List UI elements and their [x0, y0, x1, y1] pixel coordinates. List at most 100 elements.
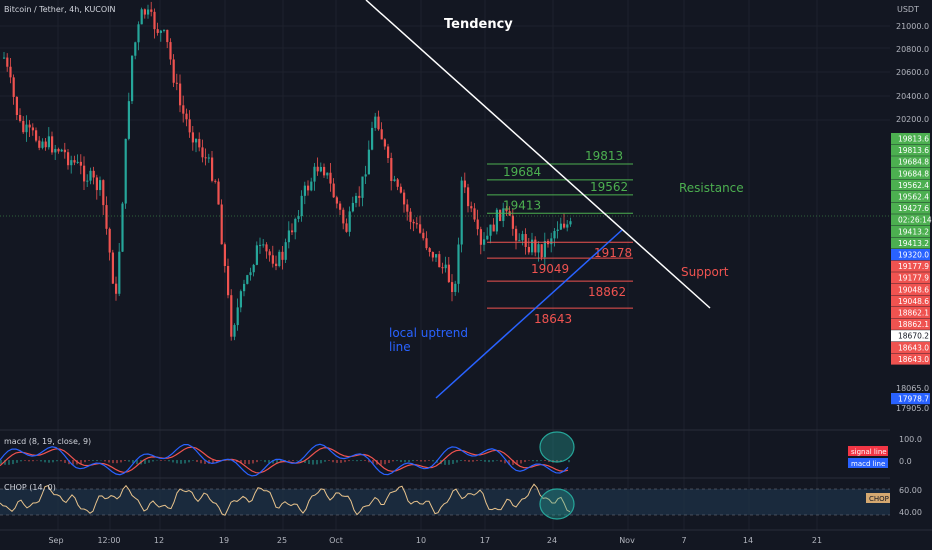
- candle-body: [211, 157, 214, 181]
- candle-body: [89, 170, 92, 181]
- candle-body: [393, 179, 396, 181]
- candle-body: [492, 224, 495, 232]
- macd-histogram-bar: [500, 460, 502, 462]
- candle-body: [454, 283, 457, 292]
- candle-body: [83, 165, 86, 182]
- candle-body: [431, 252, 434, 258]
- candle-body: [233, 325, 236, 337]
- candle-body: [371, 127, 374, 150]
- macd-histogram-bar: [36, 460, 38, 461]
- candle-body: [543, 240, 546, 258]
- macd-histogram-bar: [60, 460, 62, 462]
- candle-body: [227, 266, 230, 296]
- support-level-label: 18862: [588, 285, 626, 299]
- price-label-badge: [891, 330, 930, 342]
- price-label-badge: [891, 167, 930, 179]
- candle-body: [444, 264, 447, 269]
- macd-histogram-bar: [512, 460, 514, 465]
- candle-body: [406, 204, 409, 212]
- macd-histogram-bar: [120, 460, 122, 463]
- resistance-level-label: 19684: [503, 165, 541, 179]
- candle-body: [41, 141, 44, 148]
- macd-histogram-bar: [488, 460, 490, 463]
- candle-body: [323, 166, 326, 176]
- candle-body: [38, 140, 41, 148]
- candle-body: [22, 120, 25, 133]
- candle-body: [127, 101, 130, 139]
- price-axis[interactable]: 21000.0 20800.0 20600.0 20400.0 20200.0 18065…: [896, 22, 929, 413]
- candle-body: [204, 157, 207, 159]
- time-axis[interactable]: Sep 12:00 12 19 25 Oct 10 17 24 Nov 7 14 21: [48, 536, 822, 545]
- local-uptrend-line[interactable]: [435, 229, 623, 399]
- candle-body: [47, 136, 50, 148]
- time-axis-tick: 25: [277, 536, 287, 545]
- candle-body: [412, 221, 415, 224]
- macd-histogram-bar: [0, 460, 2, 464]
- candle-body: [150, 9, 153, 12]
- price-label-text: 19684.8: [898, 158, 929, 167]
- price-label-text: 19562.4: [898, 193, 929, 202]
- macd-histogram-bar: [272, 460, 274, 464]
- price-label-badge: [891, 341, 930, 353]
- candle-body: [239, 291, 242, 308]
- price-label-text: 19562.4: [898, 181, 929, 190]
- candle-body: [409, 211, 412, 222]
- candle-body: [499, 209, 502, 221]
- price-axis-tick: 18065.0: [896, 384, 929, 393]
- candle-body: [182, 105, 185, 114]
- macd-pane[interactable]: [0, 443, 570, 477]
- price-label-badge: [891, 237, 930, 249]
- candle-body: [473, 208, 476, 220]
- candle-body: [195, 138, 198, 143]
- candle-body: [486, 235, 489, 240]
- macd-histogram-bar: [16, 460, 18, 463]
- price-label-text: 02:26:14: [898, 216, 932, 225]
- candle-body: [262, 244, 265, 246]
- macd-histogram-bar: [44, 460, 46, 463]
- price-label-text: 18862.1: [898, 309, 929, 318]
- candle-body: [236, 307, 239, 326]
- candle-body: [12, 77, 15, 97]
- candle-body: [556, 229, 559, 232]
- macd-histogram-bar: [308, 460, 310, 465]
- candle-body: [252, 264, 255, 273]
- candle-body: [111, 252, 114, 284]
- candle-body: [345, 223, 348, 232]
- candle-body: [339, 203, 342, 210]
- resistance-level-label: 19413: [503, 198, 541, 212]
- macd-histogram-bar: [168, 460, 170, 462]
- time-axis-tick: 21: [812, 536, 822, 545]
- candle-body: [255, 245, 258, 265]
- macd-histogram-bar: [568, 460, 570, 463]
- candle-body: [60, 149, 63, 152]
- candle-body: [550, 238, 553, 245]
- macd-histogram-bar: [164, 460, 166, 461]
- tendency-downtrend-line[interactable]: [365, 0, 711, 309]
- candle-body: [217, 181, 220, 205]
- price-label-badge: [891, 283, 930, 295]
- candle-body: [470, 206, 473, 209]
- macd-histogram-bar: [128, 460, 130, 462]
- macd-histogram-bar: [416, 460, 418, 461]
- macd-histogram-bar: [372, 460, 374, 464]
- macd-tick-100: 100.0: [899, 435, 922, 444]
- candle-body: [185, 113, 188, 120]
- candle-body: [313, 166, 316, 182]
- macd-histogram-bar: [420, 460, 422, 462]
- candle-body: [303, 185, 306, 196]
- candle-body: [95, 177, 98, 191]
- chop-pane[interactable]: [0, 483, 571, 516]
- macd-histogram-bar: [264, 460, 266, 463]
- macd-histogram-bar: [468, 460, 470, 462]
- macd-histogram-bar: [340, 460, 342, 463]
- price-label-badge: [891, 214, 930, 226]
- price-label-text: 18862.1: [898, 320, 929, 329]
- candle-body: [3, 57, 6, 59]
- candle-body: [223, 244, 226, 267]
- tendency-label: Tendency: [444, 17, 513, 32]
- candle-body: [515, 228, 518, 241]
- price-axis-tick: 20600.0: [896, 68, 929, 77]
- time-axis-tick: 10: [416, 536, 426, 545]
- macd-histogram-bar: [560, 460, 562, 462]
